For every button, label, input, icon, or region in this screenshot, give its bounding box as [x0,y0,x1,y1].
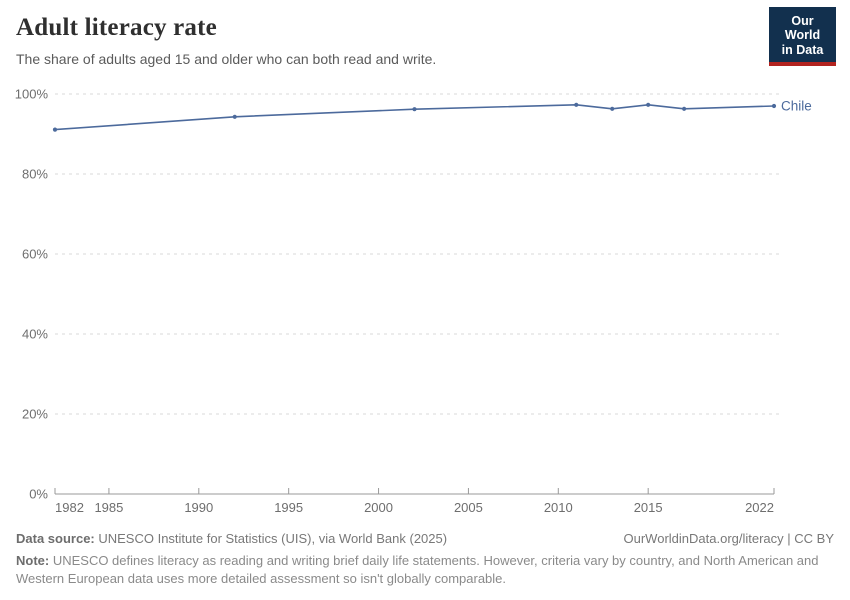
data-point [232,114,237,119]
data-point [771,103,777,109]
y-axis-tick-label: 0% [29,487,48,502]
x-axis-tick-label: 1995 [274,500,303,515]
y-axis-tick-label: 40% [22,327,48,342]
owid-logo-line2: in Data [781,42,824,57]
owid-logo[interactable]: Our World in Data [769,7,836,67]
footer-note: Note: UNESCO defines literacy as reading… [16,552,834,589]
note-label: Note: [16,553,50,568]
x-axis-tick-label: 2022 [745,500,774,515]
chart-header: Adult literacy rate The share of adults … [16,14,756,67]
series-line-chile [54,103,775,131]
footer-source-row: Data source: UNESCO Institute for Statis… [16,531,834,546]
page-title: Adult literacy rate [16,14,217,41]
note-text: UNESCO defines literacy as reading and w… [16,553,819,587]
x-axis-tick-label: 1990 [184,500,213,515]
data-source-text: UNESCO Institute for Statistics (UIS), v… [94,531,448,546]
data-point [610,106,615,111]
y-axis-tick-label: 80% [22,167,48,182]
footer-license-link[interactable]: OurWorldinData.org/literacy | CC BY [623,531,834,546]
x-axis-tick-label: 1985 [94,500,123,515]
data-point [52,127,58,132]
data-source-label: Data source: [16,531,95,546]
data-point [682,106,687,111]
x-axis-tick-label: 2000 [364,500,393,515]
entity-label-chile: Chile [781,99,812,114]
line-chart: 0% 20% 40% 60% 80% 100% 1982 1985 1990 1995 2000 20… [15,87,812,516]
x-axis-tick-label: 1982 [55,500,84,515]
x-axis-tick-label: 2010 [544,500,573,515]
data-point [412,107,417,112]
chart-subtitle: The share of adults aged 15 and older wh… [16,51,437,67]
owid-logo-line1: Our World [784,14,821,43]
y-axis-tick-label: 60% [22,247,48,262]
x-axis-tick-label: 2005 [454,500,483,515]
y-axis-tick-label: 20% [22,407,48,422]
x-axis-tick-label: 2015 [634,500,663,515]
y-axis-tick-label: 100% [15,87,49,102]
footer-data-source: Data source: UNESCO Institute for Statis… [16,531,447,546]
chart-footer: Data source: UNESCO Institute for Statis… [16,531,834,589]
data-point [574,102,579,107]
data-point [646,102,651,107]
